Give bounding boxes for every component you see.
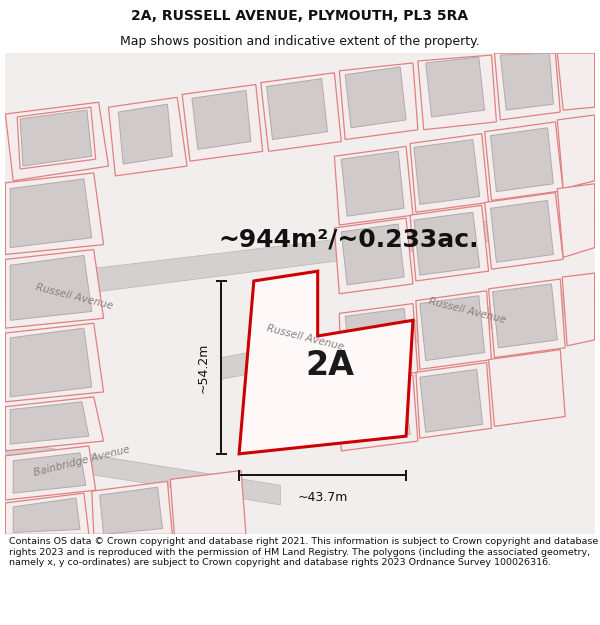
Polygon shape [334, 218, 413, 294]
Polygon shape [414, 139, 480, 204]
Polygon shape [92, 481, 172, 534]
Polygon shape [10, 328, 92, 397]
Polygon shape [416, 362, 491, 438]
Polygon shape [10, 256, 92, 320]
Text: Russell Avenue: Russell Avenue [35, 282, 114, 311]
Polygon shape [557, 184, 595, 258]
Polygon shape [345, 67, 406, 128]
Polygon shape [170, 471, 246, 534]
Polygon shape [410, 134, 488, 212]
Polygon shape [10, 179, 92, 248]
Polygon shape [5, 102, 109, 181]
Polygon shape [5, 323, 104, 402]
Polygon shape [261, 72, 341, 151]
Polygon shape [339, 304, 418, 382]
Polygon shape [334, 146, 413, 225]
Polygon shape [5, 441, 280, 505]
Polygon shape [420, 369, 482, 432]
Polygon shape [493, 284, 557, 348]
Polygon shape [100, 488, 163, 534]
Text: Bainbridge Avenue: Bainbridge Avenue [33, 444, 131, 478]
Polygon shape [5, 249, 104, 328]
Polygon shape [341, 224, 404, 285]
Polygon shape [339, 375, 418, 451]
Text: Russell Avenue: Russell Avenue [266, 324, 345, 352]
Text: Russell Avenue: Russell Avenue [428, 296, 507, 325]
Polygon shape [266, 79, 328, 139]
Polygon shape [347, 381, 410, 442]
Polygon shape [420, 296, 485, 361]
Polygon shape [488, 350, 565, 426]
Polygon shape [5, 208, 595, 304]
Polygon shape [557, 53, 595, 110]
Polygon shape [118, 104, 172, 164]
Polygon shape [557, 115, 595, 189]
Text: ~944m²/~0.233ac.: ~944m²/~0.233ac. [219, 228, 479, 252]
Polygon shape [562, 273, 595, 346]
Polygon shape [5, 493, 89, 534]
Polygon shape [109, 98, 187, 176]
Polygon shape [20, 110, 92, 166]
Text: 2A: 2A [305, 349, 354, 382]
Polygon shape [5, 397, 104, 451]
Text: ~54.2m: ~54.2m [197, 342, 209, 392]
Text: Map shows position and indicative extent of the property.: Map shows position and indicative extent… [120, 35, 480, 48]
Polygon shape [345, 309, 410, 373]
Polygon shape [488, 279, 565, 358]
Polygon shape [416, 291, 491, 369]
Polygon shape [221, 287, 595, 379]
Polygon shape [10, 402, 89, 444]
Polygon shape [5, 173, 104, 254]
Polygon shape [485, 122, 563, 201]
Polygon shape [13, 453, 86, 493]
Polygon shape [13, 498, 80, 532]
Polygon shape [341, 151, 404, 216]
Text: ~43.7m: ~43.7m [298, 491, 348, 504]
Polygon shape [339, 63, 418, 139]
Text: Contains OS data © Crown copyright and database right 2021. This information is : Contains OS data © Crown copyright and d… [9, 538, 598, 568]
Polygon shape [414, 213, 480, 275]
Polygon shape [485, 192, 563, 269]
Polygon shape [494, 53, 560, 120]
Polygon shape [239, 271, 413, 454]
Text: 2A, RUSSELL AVENUE, PLYMOUTH, PL3 5RA: 2A, RUSSELL AVENUE, PLYMOUTH, PL3 5RA [131, 9, 469, 23]
Polygon shape [410, 206, 488, 281]
Polygon shape [500, 53, 553, 110]
Polygon shape [17, 107, 96, 169]
Polygon shape [192, 91, 251, 149]
Polygon shape [426, 57, 485, 117]
Polygon shape [491, 127, 553, 192]
Polygon shape [418, 55, 496, 130]
Polygon shape [5, 446, 96, 500]
Polygon shape [182, 84, 263, 161]
Polygon shape [491, 201, 553, 262]
